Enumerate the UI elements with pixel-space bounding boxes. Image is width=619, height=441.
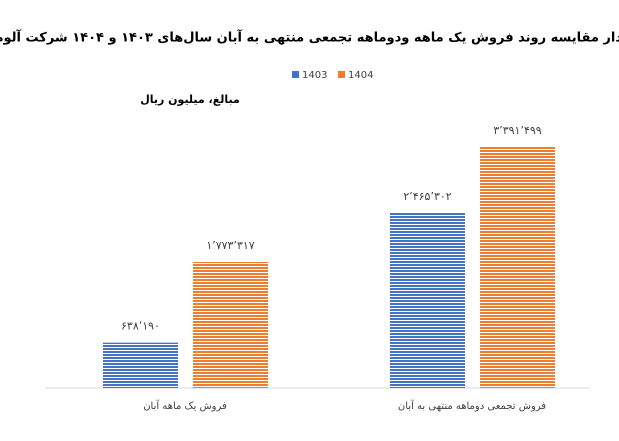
chart-subtitle: مبالغ، میلیون ریال <box>140 93 240 106</box>
x-tick-label: فروش تجمعی دوماهه منتهی به آبان <box>398 399 546 412</box>
bar <box>193 261 268 388</box>
bar <box>480 147 555 388</box>
x-tick-label: فروش یک ماهه آبان <box>143 399 227 412</box>
chart-title: نمودار مقایسه روند فروش یک ماهه ودوماهه … <box>0 29 619 46</box>
bar <box>390 212 465 388</box>
legend-swatch <box>338 71 345 78</box>
bar <box>103 342 178 388</box>
value-label: ۶۳۸٬۱۹۰ <box>121 320 160 333</box>
legend-swatch <box>292 71 299 78</box>
value-label: ۳٬۳۹۱٬۴۹۹ <box>493 124 541 137</box>
value-label: ۲٬۴۶۵٬۳۰۲ <box>403 190 451 203</box>
legend-label: 1404 <box>348 70 373 81</box>
value-label: ۱٬۷۷۳٬۳۱۷ <box>206 239 254 252</box>
legend-label: 1403 <box>302 70 327 81</box>
